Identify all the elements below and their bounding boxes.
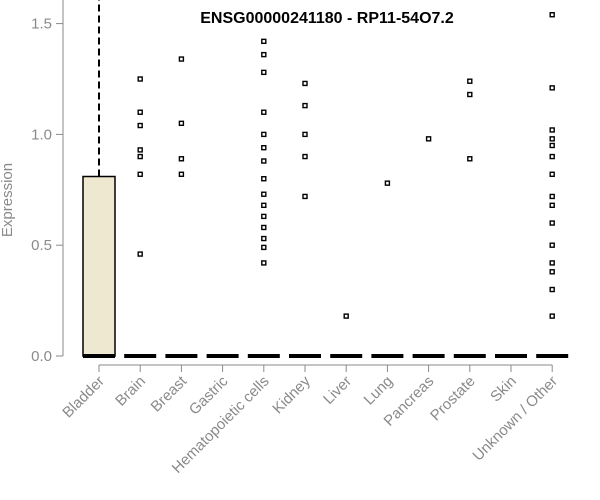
box-group (82, 0, 116, 358)
box-group (412, 136, 445, 358)
outlier-point (261, 158, 267, 164)
outlier-point (302, 102, 308, 109)
outlier-point (261, 224, 267, 231)
box-group (453, 78, 486, 358)
y-tick-label: 0.0 (31, 348, 52, 365)
y-tick-label: 0.5 (31, 237, 52, 254)
outlier-point (549, 242, 555, 248)
box-group (536, 12, 569, 358)
outlier-point (261, 69, 267, 76)
outlier-point (549, 286, 555, 293)
x-tick-label: Liver (320, 373, 355, 408)
y-axis-label: Expression (0, 163, 16, 237)
outlier-point (178, 56, 185, 62)
outlier-point (549, 220, 555, 226)
outlier-point (261, 51, 267, 58)
x-tick-label: Breast (148, 372, 191, 415)
outlier-point (137, 153, 143, 160)
x-tick-label: Kidney (269, 372, 314, 417)
outlier-point (261, 38, 267, 45)
outlier-point (549, 136, 555, 142)
outlier-point (178, 171, 185, 177)
outlier-point (384, 180, 391, 186)
outlier-point (343, 313, 349, 319)
outlier-point (467, 156, 473, 162)
outlier-point (302, 80, 308, 87)
box-group (371, 180, 404, 358)
outlier-point (261, 109, 267, 115)
x-tick-label: Bladder (59, 373, 108, 422)
outlier-point (137, 147, 143, 153)
outlier-point (549, 153, 555, 160)
outlier-point (261, 213, 267, 220)
outlier-point (549, 260, 555, 266)
outlier-point (467, 91, 473, 98)
outlier-point (302, 131, 308, 138)
outlier-point (549, 202, 555, 209)
outlier-point (261, 244, 267, 251)
y-tick-label: 1.5 (31, 16, 52, 33)
box-group (124, 76, 157, 358)
outlier-point (261, 144, 267, 151)
outlier-point (137, 109, 143, 115)
outlier-point (549, 269, 555, 275)
plot-area (82, 0, 569, 358)
outlier-point (137, 76, 143, 82)
y-axis: 0.00.51.01.52.02.5 (31, 0, 64, 365)
outlier-point (549, 85, 555, 91)
outlier-point (178, 120, 185, 127)
outlier-point (261, 191, 267, 197)
box-group (247, 38, 280, 358)
outlier-point (549, 12, 555, 18)
outlier-point (261, 260, 267, 266)
outlier-point (137, 251, 143, 257)
box (82, 175, 116, 357)
y-tick-label: 1.0 (31, 126, 52, 143)
outlier-point (302, 153, 308, 160)
outlier-point (549, 171, 555, 177)
x-tick-label: Brain (112, 373, 149, 410)
outlier-point (137, 122, 143, 129)
outlier-point (425, 136, 432, 142)
box-group (165, 56, 198, 358)
box-group (330, 313, 363, 358)
outlier-point (549, 313, 555, 319)
outlier-point (178, 156, 185, 162)
outlier-point (261, 202, 267, 209)
outlier-point (467, 78, 473, 84)
outlier-point (137, 171, 143, 177)
x-tick-label: Prostate (427, 373, 479, 425)
outlier-point (302, 193, 308, 200)
x-tick-label: Lung (361, 373, 397, 409)
outlier-point (261, 176, 267, 182)
outlier-point (261, 131, 267, 138)
outlier-point (261, 235, 267, 242)
outlier-point (549, 142, 555, 149)
chart-title: ENSG00000241180 - RP11-54O7.2 (200, 10, 454, 27)
box-group (289, 80, 321, 358)
outlier-point (549, 127, 555, 133)
outlier-point (549, 193, 555, 200)
x-tick-label: Skin (487, 373, 520, 406)
